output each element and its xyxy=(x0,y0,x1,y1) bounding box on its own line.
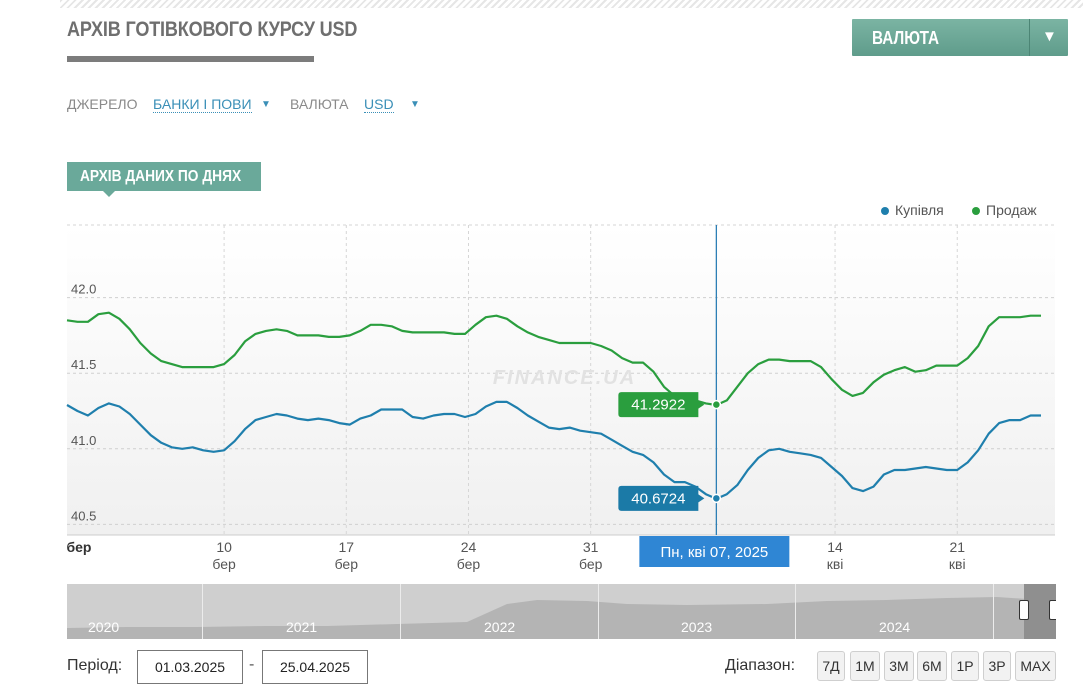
y-tick-label: 41.0 xyxy=(71,433,96,448)
x-tick-label: 21 xyxy=(949,539,965,555)
navigator-year-label: 2024 xyxy=(879,619,911,635)
range-1m-button[interactable]: 1М xyxy=(850,651,880,681)
buy-point-marker xyxy=(711,493,722,504)
range-3y-button[interactable]: 3Р xyxy=(983,651,1011,681)
range-7d-button[interactable]: 7Д xyxy=(817,651,845,681)
legend-sell-label[interactable]: Продаж xyxy=(986,202,1037,218)
y-tick-label: 42.0 xyxy=(71,282,96,297)
top-decorative-stripe xyxy=(60,0,1083,8)
y-tick-label: 40.5 xyxy=(71,508,96,523)
section-tag-notch xyxy=(103,191,115,197)
navigator-year-separator xyxy=(993,584,994,639)
period-label: Період: xyxy=(67,657,123,674)
range-3m-button[interactable]: 3М xyxy=(884,651,914,681)
section-tag-label: АРХІВ ДАНИХ ПО ДНЯХ xyxy=(80,168,242,185)
legend-buy-marker xyxy=(881,207,889,215)
buy-value-tooltip: 40.6724 xyxy=(631,490,685,507)
navigator-year-label: 2022 xyxy=(484,619,516,635)
sell-value-tooltip: 41.2922 xyxy=(631,397,685,414)
currency-select[interactable]: USD xyxy=(364,96,394,113)
currency-caret-icon[interactable]: ▼ xyxy=(410,99,420,110)
x-tick-label: 24 xyxy=(461,539,477,555)
range-navigator[interactable]: 2020 2021 2022 2023 2024 xyxy=(67,584,1056,639)
x-tick-month-label: бер xyxy=(335,556,359,572)
currency-dropdown-separator xyxy=(1029,19,1030,56)
range-1y-button[interactable]: 1Р xyxy=(951,651,979,681)
period-from-input[interactable] xyxy=(137,650,243,684)
x-tick-label: 14 xyxy=(827,539,843,555)
x-tick-label: бер xyxy=(67,539,92,555)
source-label: ДЖЕРЕЛО xyxy=(67,96,138,112)
legend-buy-label[interactable]: Купівля xyxy=(895,202,944,218)
range-max-button[interactable]: MAX xyxy=(1015,651,1056,681)
x-tick-label: 10 xyxy=(216,539,232,555)
navigator-area xyxy=(67,597,1056,639)
section-tag: АРХІВ ДАНИХ ПО ДНЯХ xyxy=(67,162,261,197)
range-label: Діапазон: xyxy=(725,657,796,674)
x-tick-label: 31 xyxy=(583,539,599,555)
chart-watermark: FINANCE.UA xyxy=(493,367,636,389)
source-caret-icon[interactable]: ▼ xyxy=(261,99,271,110)
x-tick-month-label: кві xyxy=(827,556,844,572)
navigator-year-label: 2020 xyxy=(88,619,120,635)
x-tick-month-label: бер xyxy=(457,556,481,572)
sell-value-tooltip-box xyxy=(618,392,705,418)
plot-background xyxy=(67,225,1055,535)
navigator-year-label: 2023 xyxy=(681,619,713,635)
period-separator: - xyxy=(249,656,255,673)
currency-dropdown-button[interactable]: ВАЛЮТА ▼ xyxy=(852,19,1068,56)
buy-series-line xyxy=(66,400,1041,500)
x-tick-month-label: бер xyxy=(212,556,236,572)
navigator-right-handle[interactable] xyxy=(1049,600,1056,620)
navigator-year-separator xyxy=(598,584,599,639)
navigator-year-separator xyxy=(400,584,401,639)
currency-label: ВАЛЮТА xyxy=(290,96,349,112)
period-to-input[interactable] xyxy=(262,650,368,684)
chevron-down-icon[interactable]: ▼ xyxy=(1042,28,1057,45)
y-tick-label: 41.5 xyxy=(71,357,96,372)
source-select[interactable]: БАНКИ І ПОВИ xyxy=(153,96,252,113)
sell-point-marker xyxy=(711,399,722,410)
sell-series-line xyxy=(66,311,1041,407)
navigator-year-separator xyxy=(795,584,796,639)
navigator-left-handle[interactable] xyxy=(1019,600,1029,620)
legend-sell-marker xyxy=(972,207,980,215)
page-title: АРХІВ ГОТІВКОВОГО КУРСУ USD xyxy=(67,18,358,41)
crosshair-date-box xyxy=(639,536,790,567)
crosshair-date-label: Пн, кві 07, 2025 xyxy=(660,544,768,561)
x-tick-month-label: кві xyxy=(949,556,966,572)
navigator-year-separator xyxy=(202,584,203,639)
buy-value-tooltip-box xyxy=(618,485,705,511)
navigator-year-label: 2021 xyxy=(286,619,318,635)
x-tick-month-label: бер xyxy=(579,556,603,572)
currency-dropdown-label: ВАЛЮТА xyxy=(872,28,940,48)
x-tick-label: 17 xyxy=(339,539,355,555)
title-underline xyxy=(67,56,314,62)
range-6m-button[interactable]: 6М xyxy=(917,651,947,681)
